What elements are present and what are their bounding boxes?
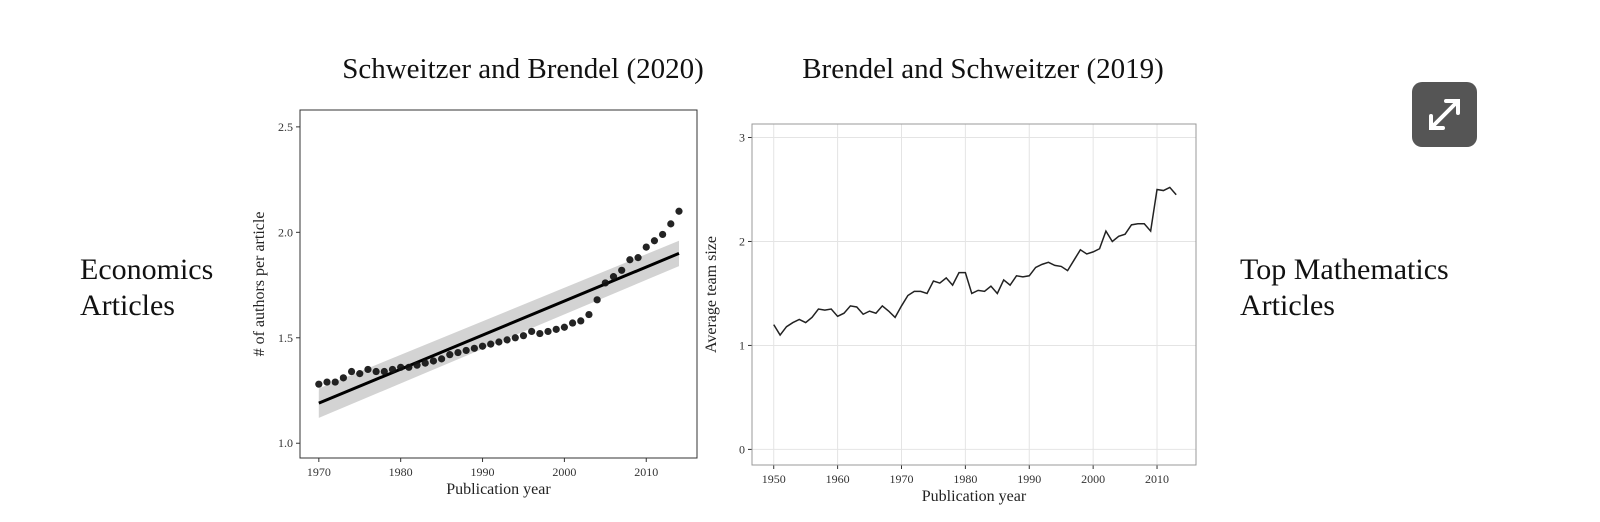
point xyxy=(642,243,650,251)
point xyxy=(388,365,397,374)
x-tick-label: 1950 xyxy=(762,472,786,486)
y-tick-label: 2 xyxy=(739,234,745,248)
point xyxy=(421,359,429,367)
right-label: Top Mathematics Articles xyxy=(1240,252,1449,324)
x-tick-label: 1970 xyxy=(889,472,913,486)
point xyxy=(356,370,364,378)
point xyxy=(347,367,356,376)
y-tick-label: 1.0 xyxy=(278,436,293,450)
x-tick-label: 2000 xyxy=(552,465,576,479)
point xyxy=(478,342,487,350)
point xyxy=(568,319,577,327)
point xyxy=(675,207,683,215)
line xyxy=(773,186,1177,337)
y-tick-label: 1.5 xyxy=(278,331,293,345)
x-axis-label: Publication year xyxy=(446,481,551,498)
point xyxy=(339,374,347,382)
x-tick-label: 1990 xyxy=(471,465,495,479)
y-tick-label: 2.5 xyxy=(278,120,293,134)
point xyxy=(634,254,642,262)
trend-line xyxy=(318,252,680,405)
label-line: Top Mathematics xyxy=(1240,253,1449,286)
y-axis-label: Average team size xyxy=(703,236,720,353)
x-tick-label: 1980 xyxy=(953,472,977,486)
y-tick-label: 3 xyxy=(739,131,745,145)
left-label: Economics Articles xyxy=(80,252,213,324)
point xyxy=(560,323,568,331)
point xyxy=(528,327,536,336)
label-line: Articles xyxy=(80,289,175,322)
point xyxy=(372,367,380,376)
chart-title: Brendel and Schweitzer (2019) xyxy=(802,53,1164,85)
point xyxy=(446,351,454,359)
point xyxy=(462,346,470,355)
point xyxy=(626,256,634,264)
point xyxy=(413,361,421,369)
point xyxy=(609,273,618,281)
point xyxy=(503,336,511,344)
point xyxy=(585,310,593,319)
point xyxy=(323,378,331,386)
point xyxy=(405,363,413,371)
x-tick-label: 1990 xyxy=(1017,472,1041,486)
point xyxy=(544,327,552,336)
label-line: Articles xyxy=(1240,289,1335,322)
x-tick-label: 1960 xyxy=(826,472,850,486)
point xyxy=(397,363,405,371)
x-tick-label: 2010 xyxy=(1145,472,1169,486)
x-tick-label: 1970 xyxy=(307,465,331,479)
plot-frame xyxy=(751,123,1197,466)
y-tick-label: 2.0 xyxy=(278,225,293,239)
x-tick-label: 2010 xyxy=(634,465,658,479)
plot-frame xyxy=(299,109,698,459)
point xyxy=(536,329,544,338)
point xyxy=(380,367,388,376)
y-tick-label: 1 xyxy=(739,338,745,352)
point xyxy=(667,220,675,228)
point xyxy=(438,355,446,363)
point xyxy=(454,348,462,357)
point xyxy=(552,325,560,333)
x-axis-label: Publication year xyxy=(922,488,1027,505)
chart-title: Schweitzer and Brendel (2020) xyxy=(342,53,704,85)
point xyxy=(519,332,528,340)
label-line: Economics xyxy=(80,253,214,286)
x-tick-label: 2000 xyxy=(1081,472,1105,486)
point xyxy=(487,340,495,348)
point xyxy=(650,237,659,245)
expand-button[interactable] xyxy=(1412,82,1477,147)
x-tick-label: 1980 xyxy=(389,465,413,479)
y-axis-label: # of authors per article xyxy=(251,212,268,357)
point xyxy=(601,279,609,287)
expand-icon xyxy=(1429,99,1460,130)
point xyxy=(593,296,601,304)
point xyxy=(315,380,323,388)
point xyxy=(618,266,626,274)
point xyxy=(659,230,667,239)
point xyxy=(429,357,438,365)
point xyxy=(364,365,372,374)
y-tick-label: 0 xyxy=(739,442,745,456)
point xyxy=(331,378,339,386)
point xyxy=(495,338,503,346)
plot-border xyxy=(751,123,1197,466)
point xyxy=(577,317,585,325)
point xyxy=(470,344,478,352)
point xyxy=(511,334,519,342)
plot-border xyxy=(299,109,698,459)
